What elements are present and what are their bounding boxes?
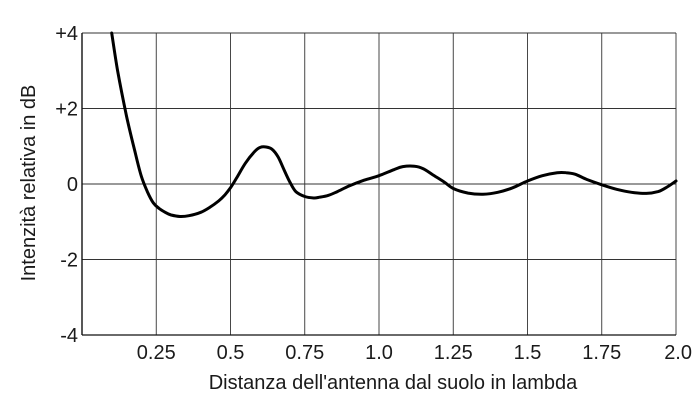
x-tick-label-5: 1.5 <box>514 342 542 364</box>
y-tick-label-3: -2 <box>60 250 78 272</box>
y-tick-labels: +4 +2 0 -2 -4 <box>55 23 78 347</box>
x-tick-label-4: 1.25 <box>434 342 473 364</box>
y-tick-label-0: +4 <box>55 23 78 45</box>
x-tick-label-0: 0.25 <box>137 342 176 364</box>
x-tick-label-6: 1.75 <box>582 342 621 364</box>
y-tick-label-2: 0 <box>67 174 78 196</box>
plot-frame <box>81 33 676 336</box>
series-group <box>110 31 678 219</box>
x-axis-label: Distanza dell'antenna dal suolo in lambd… <box>209 372 578 394</box>
grid <box>82 32 677 336</box>
x-tick-label-7: 2.0 <box>664 342 692 364</box>
y-tick-label-1: +2 <box>55 99 78 121</box>
x-tick-label-3: 1.0 <box>365 342 393 364</box>
y-tick-label-4: -4 <box>60 325 78 347</box>
y-axis-label: Intenzità relativa in dB <box>18 85 40 282</box>
x-tick-labels: 0.25 0.5 0.75 1.0 1.25 1.5 1.75 2.0 <box>137 342 692 364</box>
x-tick-label-2: 0.75 <box>285 342 324 364</box>
series-line-0 <box>110 31 678 219</box>
x-tick-label-1: 0.5 <box>217 342 245 364</box>
